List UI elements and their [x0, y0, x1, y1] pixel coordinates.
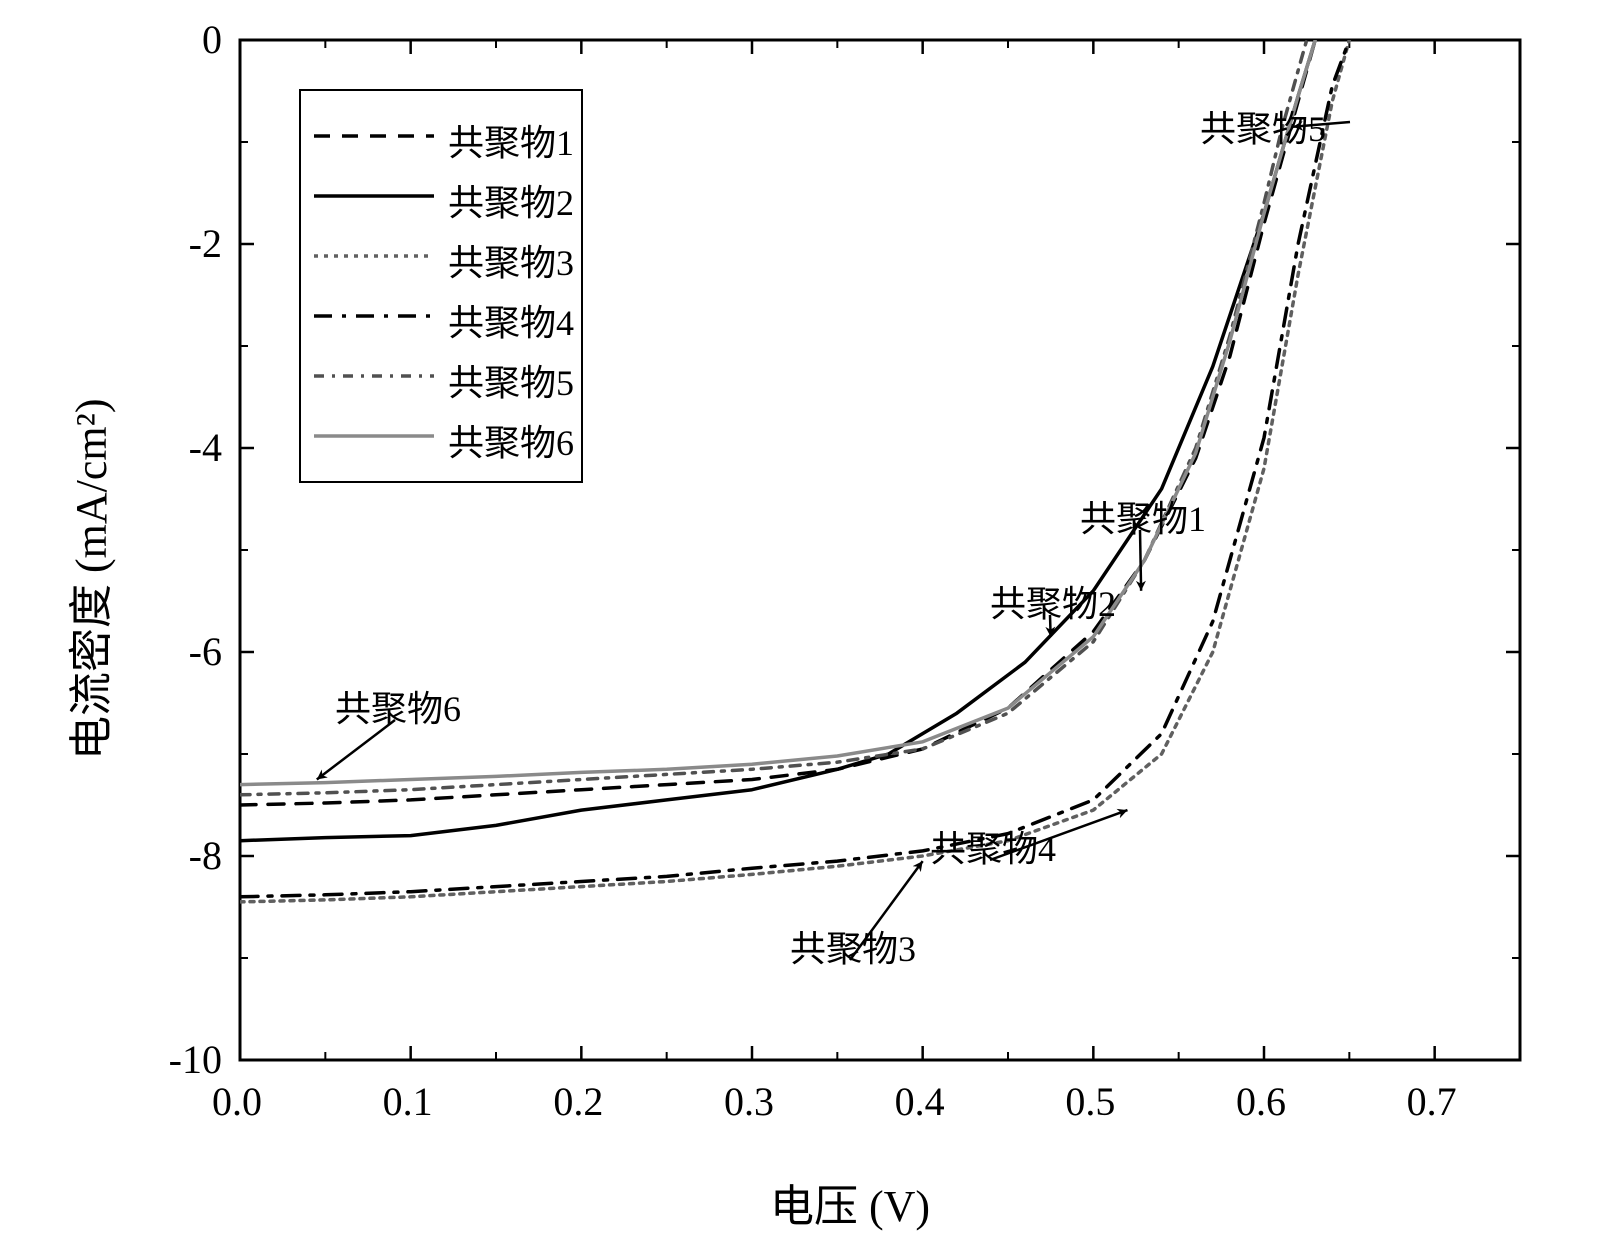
- callout-c3: 共聚物3: [790, 920, 916, 972]
- callout-c1: 共聚物1: [1080, 490, 1206, 542]
- x-tick-label: 0.2: [553, 1078, 603, 1125]
- y-tick-label: -10: [169, 1036, 222, 1083]
- callout-c6: 共聚物6: [335, 680, 461, 732]
- legend-item-c1: 共聚物1: [448, 114, 574, 166]
- y-tick-label: 0: [202, 16, 222, 63]
- x-tick-label: 0.0: [212, 1078, 262, 1125]
- jv-chart: [0, 0, 1601, 1257]
- y-tick-label: -4: [189, 424, 222, 471]
- x-tick-label: 0.7: [1407, 1078, 1457, 1125]
- y-tick-label: -2: [189, 220, 222, 267]
- callout-c2: 共聚物2: [990, 575, 1116, 627]
- y-tick-label: -6: [189, 628, 222, 675]
- y-axis-label: 电流密度 (mA/cm²): [55, 399, 119, 760]
- x-tick-label: 0.3: [724, 1078, 774, 1125]
- callout-c5: 共聚物5: [1200, 100, 1326, 152]
- callout-c4: 共聚物4: [930, 820, 1056, 872]
- legend-item-c4: 共聚物4: [448, 294, 574, 346]
- x-tick-label: 0.5: [1065, 1078, 1115, 1125]
- legend-item-c6: 共聚物6: [448, 414, 574, 466]
- x-tick-label: 0.4: [895, 1078, 945, 1125]
- x-tick-label: 0.6: [1236, 1078, 1286, 1125]
- legend-item-c5: 共聚物5: [448, 354, 574, 406]
- legend-item-c2: 共聚物2: [448, 174, 574, 226]
- x-tick-label: 0.1: [383, 1078, 433, 1125]
- x-axis-label: 电压 (V): [770, 1170, 930, 1234]
- y-tick-label: -8: [189, 832, 222, 879]
- legend-item-c3: 共聚物3: [448, 234, 574, 286]
